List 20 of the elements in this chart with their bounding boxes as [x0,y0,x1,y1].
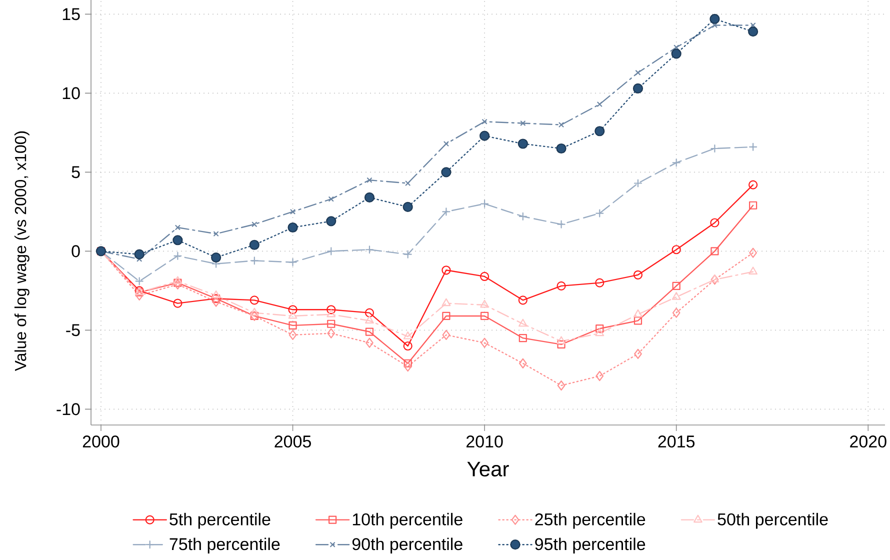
x-tick-label: 2015 [658,436,695,448]
y-tick-label: -5 [66,324,80,336]
x-tick-label: 2020 [850,436,886,448]
legend-label: 95th percentile [535,538,646,554]
legend-label: 25th percentile [535,512,646,529]
x-tick-label: 2005 [274,436,311,448]
legend-label: 10th percentile [352,512,462,529]
y-tick-label: 0 [72,245,80,258]
y-axis-title: Value of log wage (vs 2000, x100) [14,131,30,372]
x-axis-title: Year [467,462,509,477]
y-tick-label: 15 [62,8,80,20]
y-tick-label: 10 [62,87,80,100]
x-tick-label: 2010 [466,436,503,448]
legend-label: 90th percentile [352,538,462,554]
legend-label: 75th percentile [170,538,280,554]
legend-label: 50th percentile [718,512,828,529]
y-tick-label: -10 [56,403,80,416]
legend-label: 5th percentile [170,512,270,529]
x-tick-label: 2000 [82,436,120,448]
y-tick-label: 5 [72,166,80,178]
